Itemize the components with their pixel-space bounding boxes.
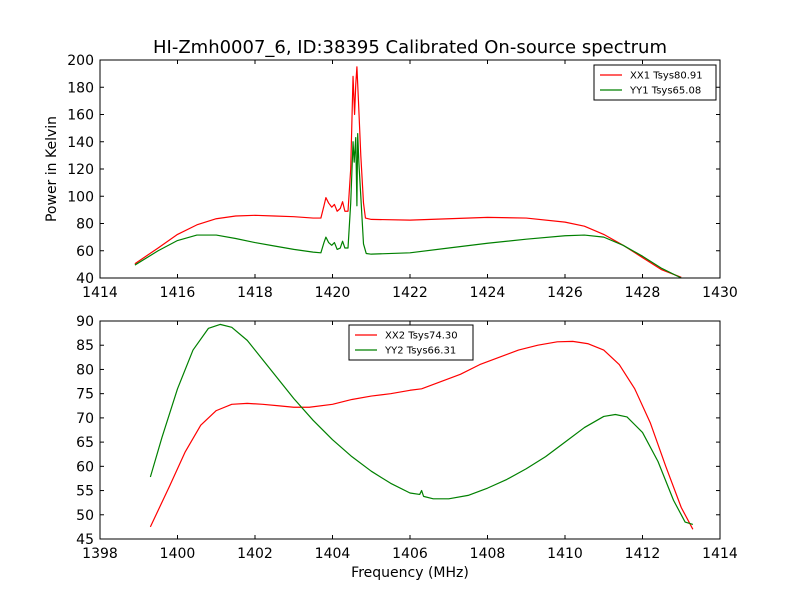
y-tick-label: 40 — [76, 271, 94, 287]
top-plot: 1414 1416 1418 1420 1422 1424 1426 1428 1430 40 60… — [44, 53, 738, 301]
y-tick-label: 160 — [67, 108, 94, 124]
y-tick-label: 90 — [76, 314, 94, 330]
series-line-yy1 — [134, 132, 682, 279]
x-tick-label: 1404 — [315, 546, 351, 562]
legend-box — [593, 64, 717, 101]
series-line-xx2 — [149, 340, 694, 530]
x-tick-label: 1400 — [160, 546, 196, 562]
x-tick-label: 1426 — [547, 285, 583, 301]
chart-title: HI-Zmh0007_6, ID:38395 Calibrated On-sou… — [153, 37, 667, 58]
y-axis-label: Power in Kelvin — [44, 116, 60, 222]
x-tick-label: 1412 — [625, 546, 661, 562]
y-tick-label: 50 — [76, 508, 94, 524]
series-line-xx1 — [134, 66, 682, 278]
y-tick-label: 70 — [76, 411, 94, 427]
y-tick-label: 140 — [67, 135, 94, 151]
y-tick-label: 180 — [67, 80, 94, 96]
x-tick-label: 1414 — [82, 285, 118, 301]
y-tick-label: 60 — [76, 244, 94, 260]
y-tick-label: 100 — [67, 189, 94, 205]
y-tick-label: 80 — [76, 362, 94, 378]
y-tick-label: 80 — [76, 217, 94, 233]
x-tick-label: 1420 — [315, 285, 351, 301]
y-tick-label: 200 — [67, 53, 94, 69]
legend-label: XX2 Tsys74.30 — [385, 331, 458, 342]
x-tick-label: 1418 — [237, 285, 273, 301]
x-tick-label: 1414 — [702, 546, 738, 562]
x-tick-label: 1402 — [237, 546, 273, 562]
x-tick-label: 1406 — [392, 546, 428, 562]
y-tick-label: 85 — [76, 338, 94, 354]
y-tick-label: 55 — [76, 484, 94, 500]
legend-label: XX1 Tsys80.91 — [630, 71, 703, 82]
x-tick-label: 1416 — [160, 285, 196, 301]
legend: XX1 Tsys80.91 YY1 Tsys65.08 — [593, 64, 717, 101]
legend-label: YY1 Tsys65.08 — [629, 86, 701, 97]
y-tick-label: 120 — [67, 162, 94, 178]
x-tick-label: 1410 — [547, 546, 583, 562]
bottom-plot: 1398 1400 1402 1404 1406 1408 1410 1412 1414 45 50… — [76, 314, 738, 581]
x-tick-label: 1428 — [625, 285, 661, 301]
series-line-yy2 — [149, 323, 694, 526]
x-tick-label: 1424 — [470, 285, 506, 301]
legend-box — [348, 324, 474, 361]
y-tick-label: 60 — [76, 459, 94, 475]
x-tick-label: 1422 — [392, 285, 428, 301]
y-tick-label: 75 — [76, 387, 94, 403]
y-tick-label: 45 — [76, 532, 94, 548]
x-tick-label: 1430 — [702, 285, 738, 301]
x-tick-label: 1408 — [470, 546, 506, 562]
x-tick-label: 1398 — [82, 546, 118, 562]
legend-label: YY2 Tsys66.31 — [384, 346, 456, 357]
legend: XX2 Tsys74.30 YY2 Tsys66.31 — [348, 324, 474, 361]
x-axis-label: Frequency (MHz) — [351, 565, 469, 581]
y-tick-label: 65 — [76, 435, 94, 451]
